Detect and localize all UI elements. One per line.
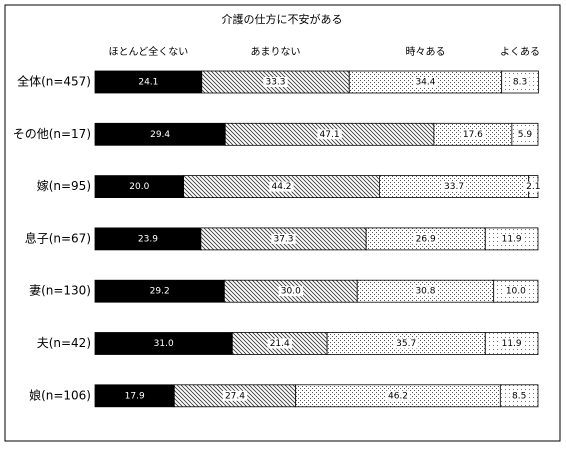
- frame: [4, 4, 561, 442]
- value-label: 17.9: [125, 391, 145, 401]
- category-label: 全体(n=457): [17, 74, 91, 89]
- value-label: 35.7: [396, 339, 416, 349]
- category-label: 夫(n=42): [37, 336, 91, 350]
- value-label: 11.9: [502, 234, 522, 244]
- value-label-bg: [499, 233, 524, 244]
- value-label-bg: [523, 181, 543, 192]
- value-label-bg: [441, 181, 467, 192]
- value-label-bg: [413, 77, 438, 87]
- legend-label: 時々ある: [405, 46, 445, 58]
- value-label-bg: [510, 77, 530, 87]
- value-label-bg: [499, 338, 524, 349]
- value-label: 11.9: [502, 339, 522, 349]
- value-label-bg: [515, 129, 535, 140]
- value-label: 8.5: [512, 391, 526, 401]
- value-label: 30.0: [281, 287, 301, 297]
- value-label-bg: [394, 338, 419, 349]
- category-label: 妻(n=130): [29, 284, 91, 298]
- value-label: 31.0: [154, 339, 174, 349]
- value-label: 44.2: [271, 182, 291, 192]
- value-label-bg: [460, 129, 486, 140]
- value-label: 20.0: [129, 182, 149, 192]
- value-label-bg: [269, 181, 294, 192]
- value-label: 2.1: [526, 182, 540, 192]
- value-label-bg: [413, 233, 438, 244]
- legend-label: ほとんど全くない: [109, 45, 189, 58]
- value-label-bg: [413, 286, 438, 297]
- value-label-bg: [271, 233, 296, 244]
- value-label-bg: [222, 390, 248, 401]
- value-label: 47.1: [320, 130, 340, 140]
- value-label-bg: [263, 77, 288, 87]
- value-label: 27.4: [225, 391, 245, 401]
- value-label: 21.4: [270, 339, 290, 349]
- category-label: 嫁(n=95): [37, 178, 91, 193]
- value-label: 8.3: [513, 78, 527, 88]
- value-label-bg: [509, 390, 529, 401]
- value-label-bg: [278, 286, 304, 297]
- value-label: 30.8: [415, 287, 435, 297]
- value-label: 33.7: [444, 182, 464, 192]
- value-label: 33.3: [265, 78, 285, 88]
- value-label-bg: [317, 129, 342, 140]
- value-label: 26.9: [416, 234, 436, 244]
- value-label: 10.0: [506, 287, 526, 297]
- value-label-bg: [267, 338, 292, 349]
- value-label: 46.2: [388, 391, 408, 401]
- legend-label: よくある: [500, 46, 540, 58]
- value-label-bg: [503, 286, 529, 297]
- value-label: 17.6: [463, 130, 483, 140]
- value-label: 34.4: [415, 78, 435, 88]
- category-label: 娘(n=106): [29, 387, 91, 402]
- value-label: 5.9: [518, 130, 533, 140]
- chart-title: 介護の仕方に不安がある: [222, 12, 343, 26]
- legend-label: あまりない: [251, 46, 301, 58]
- category-label: その他(n=17): [13, 127, 91, 141]
- value-label: 24.1: [138, 78, 158, 88]
- value-label-bg: [385, 390, 411, 401]
- value-label: 29.4: [150, 130, 170, 140]
- value-label: 29.2: [150, 287, 170, 297]
- category-label: 息子(n=67): [25, 230, 91, 245]
- value-label: 37.3: [273, 234, 293, 244]
- value-label: 23.9: [138, 234, 158, 244]
